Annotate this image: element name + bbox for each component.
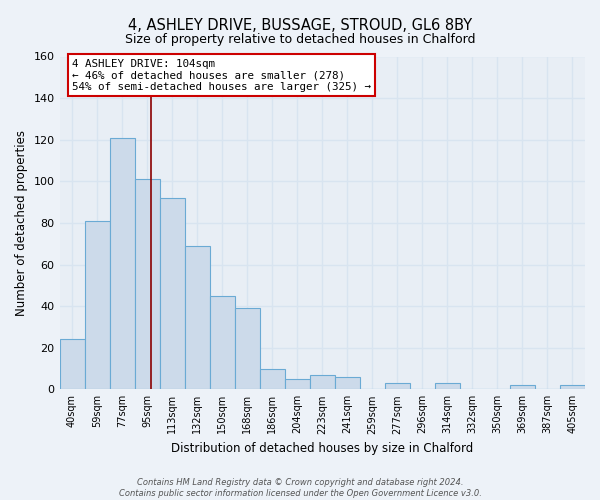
Text: 4 ASHLEY DRIVE: 104sqm
← 46% of detached houses are smaller (278)
54% of semi-de: 4 ASHLEY DRIVE: 104sqm ← 46% of detached…	[72, 58, 371, 92]
Bar	[560, 385, 585, 390]
Text: Contains HM Land Registry data © Crown copyright and database right 2024.
Contai: Contains HM Land Registry data © Crown c…	[119, 478, 481, 498]
Bar	[235, 308, 260, 390]
Bar	[260, 368, 285, 390]
Bar	[285, 379, 310, 390]
Bar	[59, 340, 85, 390]
Bar	[160, 198, 185, 390]
Bar	[510, 385, 535, 390]
Bar	[209, 296, 235, 390]
Bar	[335, 377, 360, 390]
Bar	[85, 221, 110, 390]
Text: 4, ASHLEY DRIVE, BUSSAGE, STROUD, GL6 8BY: 4, ASHLEY DRIVE, BUSSAGE, STROUD, GL6 8B…	[128, 18, 472, 32]
Bar	[435, 383, 460, 390]
X-axis label: Distribution of detached houses by size in Chalford: Distribution of detached houses by size …	[171, 442, 473, 455]
Text: Size of property relative to detached houses in Chalford: Size of property relative to detached ho…	[125, 32, 475, 46]
Bar	[134, 179, 160, 390]
Bar	[185, 246, 209, 390]
Bar	[310, 374, 335, 390]
Bar	[110, 138, 134, 390]
Bar	[385, 383, 410, 390]
Y-axis label: Number of detached properties: Number of detached properties	[15, 130, 28, 316]
